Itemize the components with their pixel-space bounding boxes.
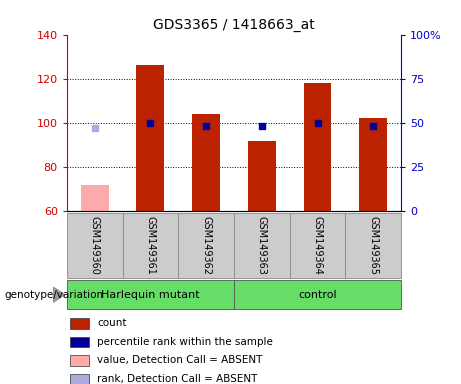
Text: value, Detection Call = ABSENT: value, Detection Call = ABSENT [97, 355, 262, 365]
Bar [67, 213, 123, 278]
Bar [234, 280, 401, 309]
Bar [81, 185, 109, 211]
Bar [290, 213, 345, 278]
Bar [192, 114, 220, 211]
Bar [136, 66, 164, 211]
Text: genotype/variation: genotype/variation [5, 290, 104, 300]
Text: GSM149365: GSM149365 [368, 216, 378, 275]
Bar [345, 213, 401, 278]
Bar [178, 213, 234, 278]
Bar [70, 374, 89, 384]
Bar [70, 318, 89, 329]
Bar [70, 337, 89, 347]
Bar [359, 118, 387, 211]
Text: Harlequin mutant: Harlequin mutant [101, 290, 200, 300]
Text: count: count [97, 318, 126, 328]
Title: GDS3365 / 1418663_at: GDS3365 / 1418663_at [153, 18, 315, 32]
Bar [123, 213, 178, 278]
Text: GSM149363: GSM149363 [257, 216, 267, 275]
Bar [67, 280, 234, 309]
Text: GSM149362: GSM149362 [201, 216, 211, 275]
Text: control: control [298, 290, 337, 300]
Polygon shape [53, 287, 65, 303]
Text: rank, Detection Call = ABSENT: rank, Detection Call = ABSENT [97, 374, 257, 384]
Bar [248, 141, 276, 211]
Bar [234, 213, 290, 278]
Bar [304, 83, 331, 211]
Text: percentile rank within the sample: percentile rank within the sample [97, 337, 273, 347]
Text: GSM149364: GSM149364 [313, 216, 323, 275]
Text: GSM149360: GSM149360 [90, 216, 100, 275]
Bar [70, 356, 89, 366]
Text: GSM149361: GSM149361 [145, 216, 155, 275]
